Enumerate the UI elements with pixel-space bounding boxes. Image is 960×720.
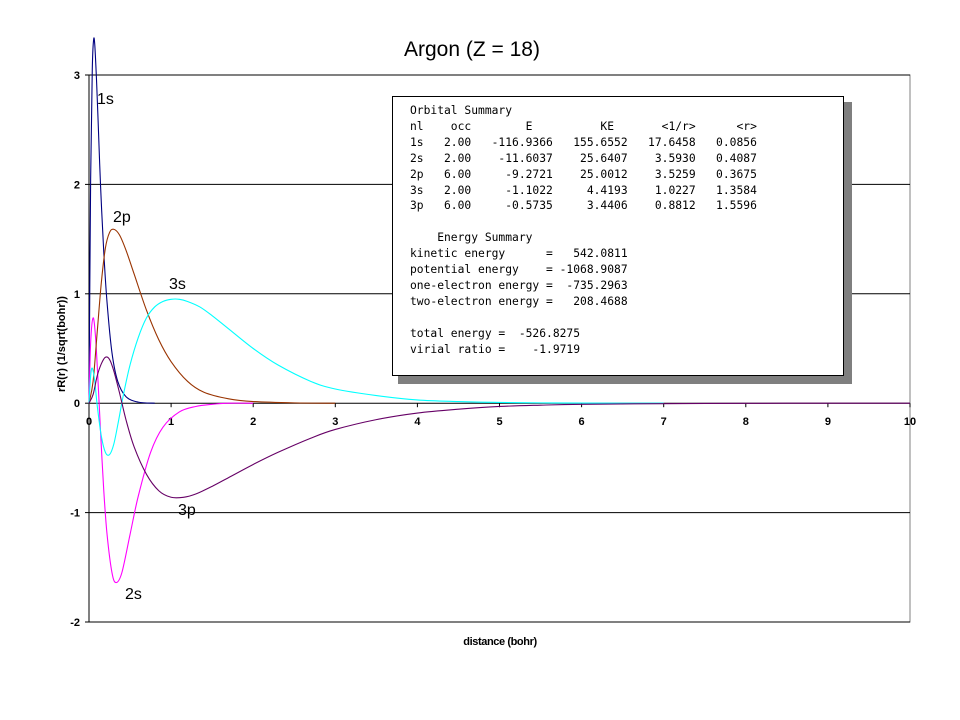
y-tick-label: 0 [74, 398, 80, 410]
curve-label-3s: 3s [169, 276, 186, 293]
y-tick-label: -2 [70, 617, 80, 629]
chart-title: Argon (Z = 18) [404, 38, 540, 61]
x-tick-label: 3 [332, 416, 338, 428]
series-line-1s [88, 37, 155, 404]
curve-labels: 1s 2s 2p 3s 3p [97, 91, 196, 603]
series-line-3p [88, 356, 911, 499]
series-line-3s [88, 298, 664, 456]
x-tick-label: 7 [661, 416, 667, 428]
x-tick-label: 6 [579, 416, 585, 428]
curve-label-2s: 2s [125, 586, 142, 603]
series-line-2p [88, 228, 336, 404]
series-line-2s [88, 317, 254, 584]
y-tick-label: 1 [74, 289, 80, 301]
curve-label-3p: 3p [178, 502, 196, 519]
x-tick-label: 5 [496, 416, 502, 428]
x-tick-label: 9 [825, 416, 831, 428]
x-tick-label: 2 [250, 416, 256, 428]
summary-text: Orbital Summary nl occ E KE <1/r> <r> 1s… [410, 104, 757, 356]
x-tick-label: 8 [743, 416, 749, 428]
y-tick-label: -1 [70, 508, 80, 520]
x-axis-label: distance (bohr) [463, 636, 537, 648]
x-tick-label: 4 [414, 416, 421, 428]
x-tick-label: 10 [904, 416, 916, 428]
x-tick-label: 0 [86, 416, 92, 428]
series-lines [88, 37, 911, 584]
curve-label-2p: 2p [113, 209, 131, 226]
x-tick-label: 1 [168, 416, 174, 428]
curve-label-1s: 1s [97, 91, 114, 108]
y-tick-label: 2 [74, 179, 80, 191]
orbital-summary-box: Orbital Summary nl occ E KE <1/r> <r> 1s… [392, 96, 844, 376]
tick-labels: -2 -1 0 1 2 3 0 1 2 3 4 5 6 7 8 9 10 [70, 70, 916, 629]
y-tick-label: 3 [74, 70, 80, 82]
